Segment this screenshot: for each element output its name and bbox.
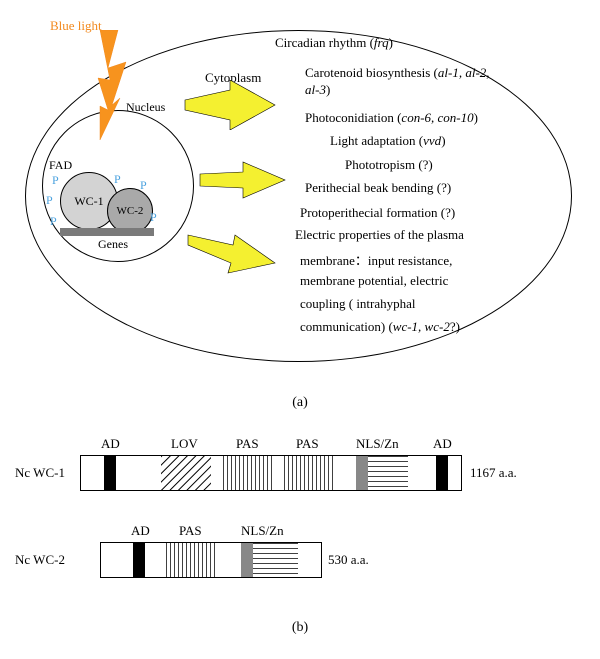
function-text: coupling ( intrahyphal [300,296,416,312]
p-label: P [46,193,53,208]
function-text: Photoconidiation (con-6, con-10) [305,110,478,126]
pas-segment [166,543,216,577]
domain-label: PAS [179,523,202,539]
pas-segment [284,456,334,490]
arrow-icon [183,225,283,280]
arrow-icon [195,160,290,200]
p-label: P [150,210,157,225]
ad-segment [436,456,448,490]
ad-segment [104,456,116,490]
function-text: membrane：input resistance, [300,250,452,269]
function-text: Electric properties of the plasma [295,227,464,243]
wc2-length: 530 a.a. [328,552,369,568]
p-label: P [52,173,59,188]
domain-label: PAS [236,436,259,452]
domain-label: PAS [296,436,319,452]
genes-bar [60,228,154,236]
domain-label: NLS/Zn [241,523,284,539]
wc1-name: Nc WC-1 [15,465,65,481]
panel-a: Blue light WC-1 WC-2 Genes FAD Nucleus C… [10,10,590,380]
lov-segment [161,456,211,490]
wc2-bar: AD PAS NLS/Zn [100,542,322,578]
function-text: Perithecial beak bending (?) [305,180,451,196]
function-text: Circadian rhythm (frq) [275,35,393,51]
nls-segment-a [241,543,253,577]
domain-label: LOV [171,436,198,452]
blue-light-label: Blue light [50,18,102,34]
domain-label: AD [131,523,150,539]
function-text: Carotenoid biosynthesis (al-1, al-2, al-… [305,65,495,99]
function-text: membrane potential, electric [300,273,448,289]
p-label: P [140,178,147,193]
domain-label: AD [101,436,120,452]
fad-label: FAD [49,158,72,173]
panel-a-label: (a) [292,395,308,411]
p-label: P [114,172,121,187]
arrow-icon [180,80,280,130]
wc1-length: 1167 a.a. [470,465,517,481]
domain-label: AD [433,436,452,452]
panel-b: Nc WC-1 AD LOV PAS PAS NLS/Zn AD [70,432,530,622]
function-text: communication) (wc-1, wc-2?) [300,319,460,335]
wc1-bar: AD LOV PAS PAS NLS/Zn AD [80,455,462,491]
panel-b-label: (b) [292,620,308,636]
function-text: Protoperithecial formation (?) [300,205,455,221]
p-label: P [50,214,57,229]
function-text: Phototropism (?) [345,157,433,173]
domain-label: NLS/Zn [356,436,399,452]
function-text: Light adaptation (vvd) [330,133,446,149]
zn-segment [368,456,408,490]
genes-label: Genes [98,237,128,252]
ad-segment [133,543,145,577]
nls-segment-a [356,456,368,490]
zn-segment [253,543,298,577]
wc2-name: Nc WC-2 [15,552,65,568]
pas-segment [223,456,273,490]
nucleus-label: Nucleus [126,100,165,115]
lightning-bolt-icon [90,30,140,140]
